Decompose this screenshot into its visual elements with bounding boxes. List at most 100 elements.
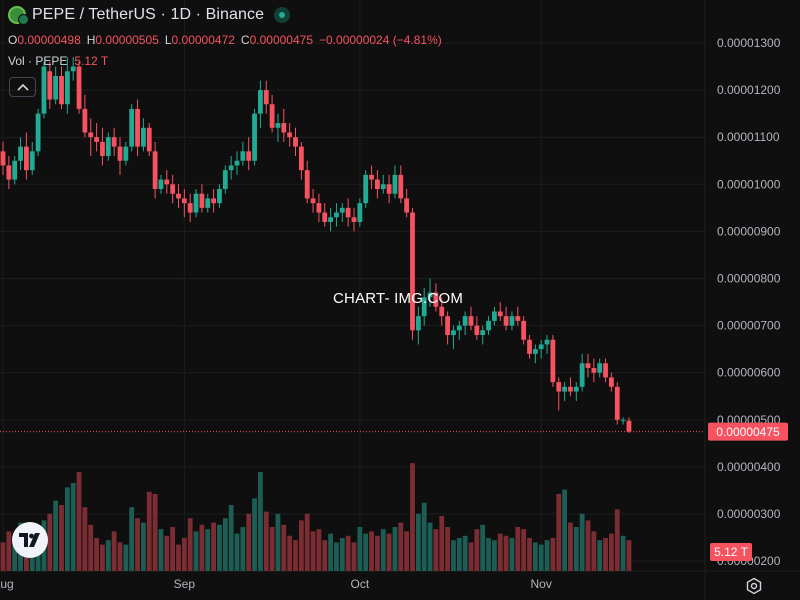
candle-body xyxy=(480,330,486,336)
candle-body xyxy=(269,104,275,128)
volume-bar xyxy=(509,538,515,571)
volume-badge-label: 5.12 T xyxy=(714,545,748,559)
volume-bar xyxy=(234,533,240,571)
candle-body xyxy=(579,363,585,387)
last-price-label: 0.00000475 xyxy=(716,425,780,439)
candle-body xyxy=(451,330,456,336)
candle-body xyxy=(474,325,480,336)
candle-body xyxy=(152,151,158,190)
volume-bar xyxy=(193,531,199,571)
volume-bar xyxy=(445,527,450,571)
candle-body xyxy=(258,90,263,114)
candle-body xyxy=(509,316,515,326)
volume-bar xyxy=(64,487,70,571)
price-axis[interactable]: 0.00001300 0.00001200 0.00001100 0.00001000… xyxy=(717,36,781,568)
candlesticks xyxy=(0,57,632,433)
candle-body xyxy=(111,137,117,147)
candle-body xyxy=(334,212,339,218)
candle-body xyxy=(47,71,53,100)
axis-labels: 0.00000475 5.12 T xyxy=(0,422,788,561)
volume-bar xyxy=(609,533,614,571)
candle-body xyxy=(263,90,269,105)
volume-bar xyxy=(351,542,357,571)
candle-body xyxy=(164,179,170,185)
time-tick-label: Nov xyxy=(531,577,552,591)
volume-bar xyxy=(12,535,18,571)
time-axis[interactable]: Aug Sep Oct Nov xyxy=(0,577,552,591)
candle-body xyxy=(363,174,369,204)
candle-body xyxy=(64,71,70,105)
candle-body xyxy=(100,141,105,157)
volume-bar xyxy=(117,542,123,571)
candle-body xyxy=(170,184,176,194)
volume-bar xyxy=(6,531,12,571)
candle-body xyxy=(614,386,620,420)
candle-body xyxy=(556,382,562,392)
candle-body xyxy=(310,198,316,204)
price-tick-label: 0.00001200 xyxy=(717,83,781,97)
watermark: CHART- IMG.COM xyxy=(333,290,464,307)
candle-body xyxy=(199,193,205,208)
candle-body xyxy=(181,198,187,204)
volume-bar xyxy=(357,527,363,571)
time-tick-label: Aug xyxy=(0,577,14,591)
volume-bar xyxy=(486,538,491,571)
symbol-title[interactable]: PEPE / TetherUS · 1D · Binance xyxy=(32,6,265,23)
candle-body xyxy=(105,137,111,157)
close-value: 0.00000475 xyxy=(249,33,313,47)
volume-bar xyxy=(404,531,410,571)
candle-body xyxy=(415,316,421,331)
collapse-legend-button[interactable] xyxy=(9,77,36,97)
volume-bar xyxy=(339,538,345,571)
volume-bar xyxy=(562,489,567,571)
high-label: H xyxy=(86,33,96,47)
candle-body xyxy=(123,146,129,161)
gear-icon[interactable] xyxy=(745,577,763,595)
volume-bar xyxy=(603,538,608,571)
volume-bar xyxy=(474,529,480,571)
candle-body xyxy=(433,292,439,307)
volume-bar xyxy=(176,544,181,571)
volume-bar xyxy=(521,529,527,571)
candle-body xyxy=(410,212,415,331)
volume-bar xyxy=(550,538,556,571)
volume-bar xyxy=(620,535,626,571)
candle-body xyxy=(497,311,503,317)
candle-body xyxy=(603,363,608,378)
tradingview-logo-icon[interactable] xyxy=(12,522,48,558)
volume-bar xyxy=(544,540,550,571)
volume-label[interactable]: Vol · PEPE xyxy=(8,54,68,68)
volume-bar xyxy=(158,529,164,571)
volume-bar xyxy=(380,529,386,571)
candle-body xyxy=(12,160,18,180)
volume-bar xyxy=(451,540,456,571)
candle-body xyxy=(562,386,567,392)
candle-body xyxy=(29,151,35,171)
volume-bar xyxy=(170,527,176,571)
candle-body xyxy=(70,66,76,72)
time-tick-label: Sep xyxy=(174,577,196,591)
candle-body xyxy=(0,151,6,166)
price-tick-label: 0.00001300 xyxy=(717,36,781,50)
candle-body xyxy=(375,179,380,190)
volume-bar xyxy=(585,520,591,571)
candle-body xyxy=(503,316,509,326)
pepe-coin-icon[interactable] xyxy=(8,6,29,25)
candle-body xyxy=(445,316,450,336)
candle-body xyxy=(404,198,410,213)
candle-body xyxy=(275,123,281,128)
volume-bar xyxy=(164,535,170,571)
candle-body xyxy=(392,174,398,194)
volume-bar xyxy=(527,538,532,571)
volume-bar xyxy=(135,518,140,571)
candle-body xyxy=(597,363,603,373)
candle-body xyxy=(398,174,404,199)
volume-bar xyxy=(240,527,246,571)
candle-body xyxy=(380,184,386,190)
volume-bar xyxy=(626,540,632,571)
volume-bar xyxy=(211,522,216,571)
candle-body xyxy=(117,146,123,161)
volume-bar xyxy=(146,491,152,571)
candle-body xyxy=(328,217,333,222)
